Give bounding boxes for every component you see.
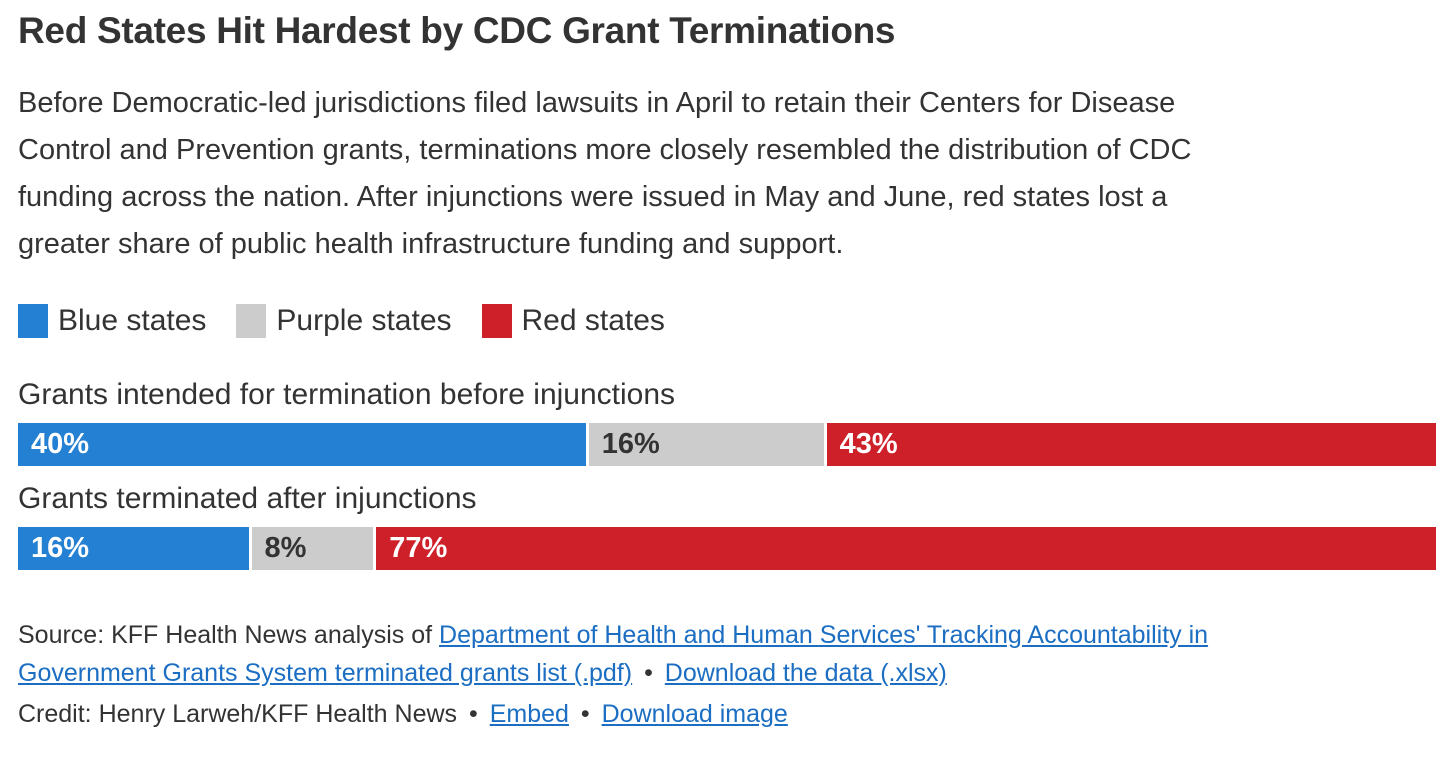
chart-title: Red States Hit Hardest by CDC Grant Term…: [18, 10, 896, 51]
source-line: Source: KFF Health News analysis of Depa…: [18, 616, 1328, 692]
legend-swatch-blue: [18, 303, 48, 338]
legend-label-red-states: Red states: [521, 303, 665, 337]
bar-segment-value: 40%: [31, 427, 90, 460]
source-link-taggs-pdf[interactable]: Department of Health and Human Services'…: [18, 620, 1209, 687]
bullet-separator: •: [644, 658, 653, 687]
stacked-bar: 40% 16% 43%: [18, 422, 1437, 466]
credit-line: Credit: Henry Larweh/KFF Health News • E…: [18, 700, 1436, 729]
bar-segment-purple-states: 8%: [251, 526, 374, 570]
stacked-bar: 16% 8% 77%: [18, 526, 1436, 570]
download-image-link[interactable]: Download image: [601, 699, 788, 728]
bar-segment-value: 43%: [839, 427, 898, 460]
stacked-bar-chart: Grants intended for termination before i…: [18, 377, 1437, 570]
legend-item-purple-states: Purple states: [236, 303, 452, 338]
bar-segment-value: 16%: [601, 427, 660, 460]
legend-item-blue-states: Blue states: [18, 303, 207, 338]
legend-label-purple-states: Purple states: [276, 303, 452, 337]
bullet-separator: •: [580, 699, 590, 728]
bar-row-before-injunctions: Grants intended for termination before i…: [18, 377, 1437, 466]
bar-row-label: Grants intended for termination before i…: [18, 377, 676, 411]
bar-segment-value: 8%: [264, 531, 307, 564]
bar-segment-purple-states: 16%: [588, 422, 824, 466]
bar-segment-value: 16%: [31, 531, 90, 564]
bar-segment-value: 77%: [389, 531, 448, 564]
bar-row-after-injunctions: Grants terminated after injunctions 16% …: [18, 482, 1436, 570]
legend-label-blue-states: Blue states: [58, 303, 207, 337]
bar-segment-blue-states: 16%: [18, 526, 249, 570]
legend: Blue states Purple states Red states: [18, 303, 1436, 338]
credit-text: Credit: Henry Larweh/KFF Health News: [18, 699, 458, 728]
chart-subtitle: Before Democratic-led jurisdictions file…: [18, 87, 1192, 260]
bullet-separator: •: [469, 699, 478, 728]
embed-link[interactable]: Embed: [489, 699, 569, 728]
legend-item-red-states: Red states: [481, 303, 665, 338]
bar-row-label: Grants terminated after injunctions: [18, 481, 477, 515]
bar-segment-blue-states: 40%: [18, 422, 586, 466]
source-link-download-xlsx[interactable]: Download the data (.xlsx): [664, 658, 947, 687]
legend-swatch-purple: [236, 303, 267, 338]
legend-swatch-red: [481, 303, 512, 338]
bar-segment-red-states: 77%: [376, 526, 1436, 570]
source-prefix: Source: KFF Health News analysis of: [18, 620, 433, 649]
bar-segment-red-states: 43%: [826, 422, 1437, 466]
